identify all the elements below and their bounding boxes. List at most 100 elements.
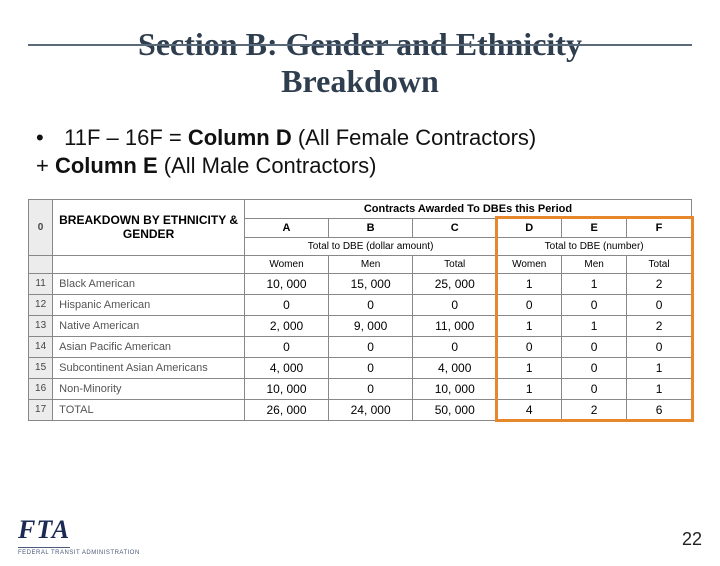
cell: 0 <box>497 336 562 357</box>
bullet1-bold: Column D <box>188 125 292 150</box>
cell: 24, 000 <box>329 399 413 420</box>
cell: 2 <box>627 273 692 294</box>
table-row: 15 Subcontinent Asian Americans 4, 000 0… <box>29 357 692 378</box>
cell: 0 <box>562 336 627 357</box>
cell: 0 <box>244 294 328 315</box>
row-num: 15 <box>29 357 53 378</box>
cell: 4, 000 <box>244 357 328 378</box>
cell: 10, 000 <box>413 378 497 399</box>
cell: 15, 000 <box>329 273 413 294</box>
cell: 1 <box>497 315 562 336</box>
sub-total-2: Total <box>627 255 692 273</box>
row-label: Native American <box>53 315 245 336</box>
cell: 1 <box>497 273 562 294</box>
table-row: 14 Asian Pacific American 0 0 0 0 0 0 <box>29 336 692 357</box>
row-num: 17 <box>29 399 53 420</box>
table-row: 11 Black American 10, 000 15, 000 25, 00… <box>29 273 692 294</box>
breakdown-header: BREAKDOWN BY ETHNICITY & GENDER <box>53 199 245 255</box>
row-num-hdr: 0 <box>29 199 53 255</box>
bullet1-pre: 11F – 16F = <box>64 125 188 150</box>
footer: FTA FEDERAL TRANSIT ADMINISTRATION 22 <box>18 515 702 556</box>
row-label: Subcontinent Asian Americans <box>53 357 245 378</box>
cell: 10, 000 <box>244 378 328 399</box>
table-row: 12 Hispanic American 0 0 0 0 0 0 <box>29 294 692 315</box>
col-e: E <box>562 218 627 237</box>
cell: 0 <box>244 336 328 357</box>
sub-men-2: Men <box>562 255 627 273</box>
logo-subtext: FEDERAL TRANSIT ADMINISTRATION <box>18 550 140 556</box>
cell: 0 <box>329 378 413 399</box>
cell: 25, 000 <box>413 273 497 294</box>
cell: 0 <box>413 336 497 357</box>
cell: 0 <box>627 336 692 357</box>
cell: 4 <box>497 399 562 420</box>
sub-women-1: Women <box>244 255 328 273</box>
cell: 4, 000 <box>413 357 497 378</box>
row-num: 13 <box>29 315 53 336</box>
cell: 0 <box>329 357 413 378</box>
row-label: Asian Pacific American <box>53 336 245 357</box>
row-label-blank <box>53 255 245 273</box>
col-f: F <box>627 218 692 237</box>
sub-men-1: Men <box>329 255 413 273</box>
bullet-text: • 11F – 16F = Column D (All Female Contr… <box>36 124 680 181</box>
group-dollar: Total to DBE (dollar amount) <box>244 237 496 255</box>
bullet-line-2: + Column E (All Male Contractors) <box>36 152 680 181</box>
cell: 2 <box>562 399 627 420</box>
table-row: 16 Non-Minority 10, 000 0 10, 000 1 0 1 <box>29 378 692 399</box>
bullet2-bold: Column E <box>55 153 158 178</box>
cell: 0 <box>562 294 627 315</box>
table-row: 17 TOTAL 26, 000 24, 000 50, 000 4 2 6 <box>29 399 692 420</box>
sub-women-2: Women <box>497 255 562 273</box>
cell: 2 <box>627 315 692 336</box>
row-label: TOTAL <box>53 399 245 420</box>
bullet2-post: (All Male Contractors) <box>158 153 377 178</box>
cell: 6 <box>627 399 692 420</box>
cell: 0 <box>329 294 413 315</box>
group-number: Total to DBE (number) <box>497 237 692 255</box>
bullet-line-1: • 11F – 16F = Column D (All Female Contr… <box>36 124 680 153</box>
title-line-2: Breakdown <box>281 63 439 99</box>
sub-total-1: Total <box>413 255 497 273</box>
bullet1-post: (All Female Contractors) <box>292 125 537 150</box>
cell: 50, 000 <box>413 399 497 420</box>
cell: 26, 000 <box>244 399 328 420</box>
cell: 10, 000 <box>244 273 328 294</box>
logo-text: FTA <box>18 515 70 548</box>
page-title: Section B: Gender and Ethnicity Breakdow… <box>0 26 720 100</box>
row-num: 16 <box>29 378 53 399</box>
cell: 1 <box>562 273 627 294</box>
ethnicity-table: 0 BREAKDOWN BY ETHNICITY & GENDER Contra… <box>28 199 692 421</box>
header-row-super: 0 BREAKDOWN BY ETHNICITY & GENDER Contra… <box>29 199 692 218</box>
header-row-sub: Women Men Total Women Men Total <box>29 255 692 273</box>
cell: 0 <box>562 378 627 399</box>
super-header: Contracts Awarded To DBEs this Period <box>244 199 691 218</box>
row-num: 12 <box>29 294 53 315</box>
cell: 0 <box>562 357 627 378</box>
cell: 11, 000 <box>413 315 497 336</box>
cell: 1 <box>497 357 562 378</box>
fta-logo: FTA FEDERAL TRANSIT ADMINISTRATION <box>18 515 140 556</box>
bullet2-pre: + <box>36 153 55 178</box>
row-label: Hispanic American <box>53 294 245 315</box>
cell: 1 <box>627 357 692 378</box>
cell: 1 <box>497 378 562 399</box>
row-label: Black American <box>53 273 245 294</box>
col-d: D <box>497 218 562 237</box>
col-c: C <box>413 218 497 237</box>
cell: 1 <box>562 315 627 336</box>
row-label: Non-Minority <box>53 378 245 399</box>
cell: 9, 000 <box>329 315 413 336</box>
cell: 0 <box>329 336 413 357</box>
cell: 0 <box>413 294 497 315</box>
col-a: A <box>244 218 328 237</box>
row-num: 11 <box>29 273 53 294</box>
cell: 0 <box>627 294 692 315</box>
col-b: B <box>329 218 413 237</box>
cell: 0 <box>497 294 562 315</box>
cell: 1 <box>627 378 692 399</box>
row-num: 14 <box>29 336 53 357</box>
row-num-blank <box>29 255 53 273</box>
top-rule <box>28 44 692 46</box>
table-container: 0 BREAKDOWN BY ETHNICITY & GENDER Contra… <box>28 199 692 421</box>
